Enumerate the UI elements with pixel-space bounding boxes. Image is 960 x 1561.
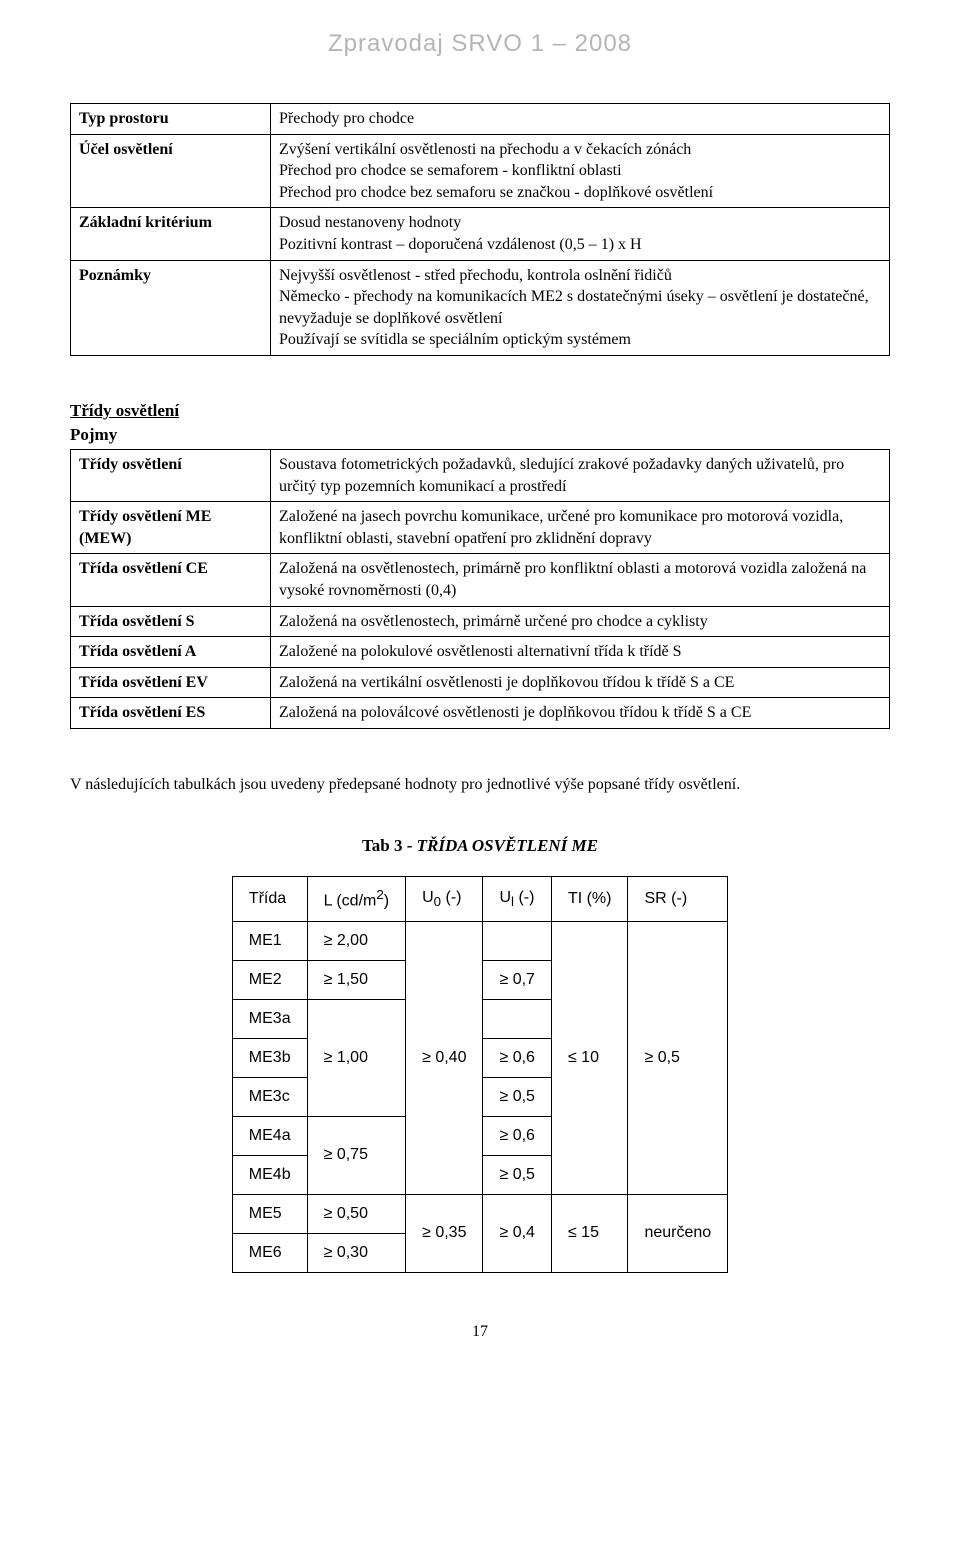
- me-cell: ≥ 0,40: [406, 921, 483, 1194]
- me-cell: [483, 921, 551, 960]
- me-cell: ME3c: [232, 1077, 307, 1116]
- me-header-cell: SR (-): [628, 877, 728, 921]
- row-label: Třída osvětlení ES: [71, 698, 271, 729]
- me-cell: ≥ 0,5: [483, 1077, 551, 1116]
- me-cell: ≤ 15: [551, 1194, 628, 1272]
- table-row: Třída osvětlení AZaložené na polokulové …: [71, 637, 890, 668]
- me-header-cell: U0 (-): [406, 877, 483, 921]
- definition-table-2: Třídy osvětleníSoustava fotometrických p…: [70, 449, 890, 729]
- me-header-cell: TI (%): [551, 877, 628, 921]
- caption-prefix: Tab 3 -: [362, 836, 417, 855]
- row-label: Typ prostoru: [71, 104, 271, 135]
- section-heading: Třídy osvětlení: [70, 401, 890, 421]
- row-value: Přechody pro chodce: [271, 104, 890, 135]
- me-class-table: TřídaL (cd/m2)U0 (-)Ul (-)TI (%)SR (-) M…: [232, 876, 728, 1272]
- me-cell: ≥ 0,5: [628, 921, 728, 1194]
- table-row: Základní kritériumDosud nestanoveny hodn…: [71, 208, 890, 260]
- me-cell: [483, 999, 551, 1038]
- me-header-cell: L (cd/m2): [307, 877, 406, 921]
- me-cell: ≥ 0,30: [307, 1233, 406, 1272]
- table-row: Třída osvětlení EVZaložená na vertikální…: [71, 667, 890, 698]
- me-cell: ≥ 0,50: [307, 1194, 406, 1233]
- me-cell: ME1: [232, 921, 307, 960]
- intro-paragraph: V následujících tabulkách jsou uvedeny p…: [70, 774, 890, 796]
- row-label: Třída osvětlení A: [71, 637, 271, 668]
- row-label: Třídy osvětlení: [71, 449, 271, 501]
- page-number: 17: [70, 1323, 890, 1341]
- row-value: Nejvyšší osvětlenost - střed přechodu, k…: [271, 260, 890, 355]
- row-value: Založená na osvětlenostech, primárně pro…: [271, 554, 890, 606]
- me-cell: ME4a: [232, 1116, 307, 1155]
- row-label: Poznámky: [71, 260, 271, 355]
- me-cell: ≥ 0,7: [483, 960, 551, 999]
- me-header-cell: Třída: [232, 877, 307, 921]
- table-row: PoznámkyNejvyšší osvětlenost - střed pře…: [71, 260, 890, 355]
- me-cell: ≥ 0,4: [483, 1194, 551, 1272]
- me-cell: ≥ 1,00: [307, 999, 406, 1116]
- section-subheading: Pojmy: [70, 425, 890, 445]
- row-label: Třídy osvětlení ME (MEW): [71, 502, 271, 554]
- table-caption: Tab 3 - TŘÍDA OSVĚTLENÍ ME: [70, 836, 890, 856]
- me-cell: ≥ 0,6: [483, 1116, 551, 1155]
- table-row: Třída osvětlení SZaložená na osvětlenost…: [71, 606, 890, 637]
- row-value: Soustava fotometrických požadavků, sledu…: [271, 449, 890, 501]
- me-cell: ≥ 1,50: [307, 960, 406, 999]
- me-cell: ME4b: [232, 1155, 307, 1194]
- me-cell: ME3b: [232, 1038, 307, 1077]
- me-cell: ≥ 0,5: [483, 1155, 551, 1194]
- row-value: Založené na polokulové osvětlenosti alte…: [271, 637, 890, 668]
- me-cell: ME2: [232, 960, 307, 999]
- row-label: Účel osvětlení: [71, 134, 271, 208]
- page-container: Zpravodaj SRVO 1 – 2008 Typ prostoruPřec…: [0, 0, 960, 1381]
- row-value: Založená na vertikální osvětlenosti je d…: [271, 667, 890, 698]
- table-row: Třída osvětlení ESZaložená na poloválcov…: [71, 698, 890, 729]
- row-value: Založené na jasech povrchu komunikace, u…: [271, 502, 890, 554]
- me-cell: ≥ 0,35: [406, 1194, 483, 1272]
- me-header-cell: Ul (-): [483, 877, 551, 921]
- table-row: Třídy osvětlení ME (MEW)Založené na jase…: [71, 502, 890, 554]
- table-row: Účel osvětleníZvýšení vertikální osvětle…: [71, 134, 890, 208]
- row-label: Třída osvětlení EV: [71, 667, 271, 698]
- table-row: Třída osvětlení CEZaložená na osvětlenos…: [71, 554, 890, 606]
- row-value: Dosud nestanoveny hodnotyPozitivní kontr…: [271, 208, 890, 260]
- me-cell: ME3a: [232, 999, 307, 1038]
- table-row: ME5≥ 0,50≥ 0,35≥ 0,4≤ 15neurčeno: [232, 1194, 727, 1233]
- row-value: Zvýšení vertikální osvětlenosti na přech…: [271, 134, 890, 208]
- row-value: Založená na poloválcové osvětlenosti je …: [271, 698, 890, 729]
- me-cell: ≤ 10: [551, 921, 628, 1194]
- me-cell: ≥ 0,6: [483, 1038, 551, 1077]
- caption-italic: TŘÍDA OSVĚTLENÍ ME: [417, 836, 598, 855]
- row-label: Třída osvětlení S: [71, 606, 271, 637]
- row-label: Základní kritérium: [71, 208, 271, 260]
- page-header: Zpravodaj SRVO 1 – 2008: [70, 30, 890, 58]
- table-row: Třídy osvětleníSoustava fotometrických p…: [71, 449, 890, 501]
- me-cell: ≥ 0,75: [307, 1116, 406, 1194]
- row-label: Třída osvětlení CE: [71, 554, 271, 606]
- me-cell: ME5: [232, 1194, 307, 1233]
- me-cell: ≥ 2,00: [307, 921, 406, 960]
- me-cell: neurčeno: [628, 1194, 728, 1272]
- row-value: Založená na osvětlenostech, primárně urč…: [271, 606, 890, 637]
- definition-table-1: Typ prostoruPřechody pro chodceÚčel osvě…: [70, 103, 890, 356]
- table-row: ME1≥ 2,00≥ 0,40≤ 10≥ 0,5: [232, 921, 727, 960]
- me-cell: ME6: [232, 1233, 307, 1272]
- table-row: Typ prostoruPřechody pro chodce: [71, 104, 890, 135]
